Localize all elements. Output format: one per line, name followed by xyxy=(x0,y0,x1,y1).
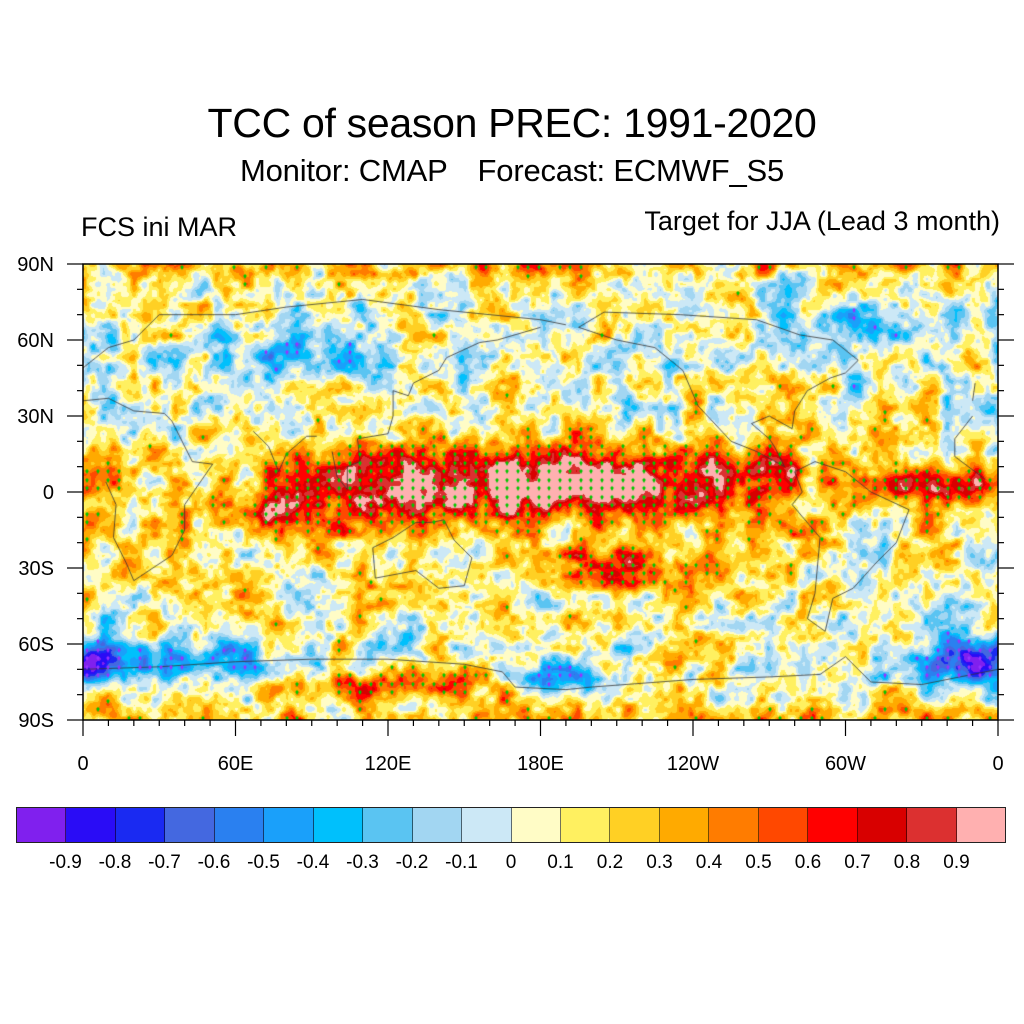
longitude-label: 0 xyxy=(77,753,88,775)
colorbar-level-label: -0.6 xyxy=(197,852,231,873)
colorbar-labels: -0.9 -0.8 -0.7 -0.6 -0.5 -0.4 -0.3 -0.2 -0.1 0 0.1… xyxy=(16,852,1006,876)
latitude-label: 30S xyxy=(18,558,54,580)
colorbar-level-label: -0.2 xyxy=(395,852,429,873)
colorbar-box xyxy=(66,808,116,842)
colorbar-box xyxy=(956,808,1006,842)
colorbar-box xyxy=(165,808,215,842)
colorbar-box xyxy=(511,808,561,842)
colorbar-level-label: -0.5 xyxy=(247,852,280,873)
colorbar-level-label: 0.2 xyxy=(596,852,624,873)
colorbar-box xyxy=(363,808,413,842)
colorbar-level-label: 0 xyxy=(505,852,517,873)
colorbar-box xyxy=(907,808,957,842)
colorbar-box xyxy=(462,808,512,842)
colorbar-level-label: 0.9 xyxy=(943,852,970,873)
colorbar-box xyxy=(115,808,166,842)
figure-subtitle: Monitor: CMAP Forecast: ECMWF_S5 xyxy=(0,153,1024,189)
latitude-label: 90S xyxy=(18,710,54,732)
colorbar-box xyxy=(709,808,759,842)
subtitle-forecast: Forecast: ECMWF_S5 xyxy=(477,153,785,188)
colorbar-level-label: 0.5 xyxy=(745,852,772,873)
longitude-tick-labels: 0 60E 120E 180E 120W 60W 0 xyxy=(77,753,1003,775)
subtitle-monitor: Monitor: CMAP xyxy=(239,153,448,188)
colorbar-box xyxy=(17,808,67,842)
colorbar-level-label: 0.6 xyxy=(794,852,822,873)
latitude-tick-labels: 90N 60N 30N 0 30S 60S 90S xyxy=(17,254,54,732)
latitude-label: 90N xyxy=(17,254,54,276)
map-panel xyxy=(83,264,998,720)
colorbar-level-label: -0.9 xyxy=(49,852,82,873)
colorbar-box xyxy=(560,808,611,842)
figure-title: TCC of season PREC: 1991-2020 xyxy=(207,100,817,146)
colorbar-level-label: 0.7 xyxy=(844,852,871,873)
colorbar-box xyxy=(214,808,265,842)
longitude-label: 120W xyxy=(667,753,719,775)
tcc-field-heatmap xyxy=(83,264,998,720)
latitude-label: 60N xyxy=(17,330,54,352)
colorbar-box xyxy=(412,808,463,842)
colorbar-box xyxy=(659,808,710,842)
colorbar-box xyxy=(808,808,858,842)
colorbar-level-label: 0.3 xyxy=(646,852,673,873)
colorbar-box xyxy=(857,808,908,842)
initialization-label: FCS ini MAR xyxy=(81,212,238,242)
longitude-label: 60W xyxy=(825,753,866,775)
colorbar-level-label: -0.4 xyxy=(296,852,330,873)
longitude-label: 60E xyxy=(218,753,254,775)
colorbar-level-label: 0.4 xyxy=(695,852,723,873)
colorbar-level-label: -0.7 xyxy=(148,852,181,873)
colorbar-box xyxy=(313,808,364,842)
colorbar-box xyxy=(610,808,660,842)
colorbar-box xyxy=(758,808,809,842)
latitude-label: 0 xyxy=(43,482,54,504)
colorbar-level-label: -0.3 xyxy=(346,852,379,873)
longitude-label: 180E xyxy=(517,753,564,775)
longitude-label: 120E xyxy=(365,753,412,775)
colorbar-level-label: 0.1 xyxy=(547,852,574,873)
colorbar-level-label: -0.8 xyxy=(98,852,132,873)
colorbar-box xyxy=(264,808,314,842)
colorbar-level-label: -0.1 xyxy=(445,852,478,873)
latitude-label: 30N xyxy=(17,406,54,428)
colorbar xyxy=(16,807,1006,843)
target-season-label: Target for JJA (Lead 3 month) xyxy=(644,206,1000,236)
latitude-label: 60S xyxy=(18,634,54,656)
longitude-label: 0 xyxy=(992,753,1003,775)
colorbar-level-label: 0.8 xyxy=(893,852,921,873)
